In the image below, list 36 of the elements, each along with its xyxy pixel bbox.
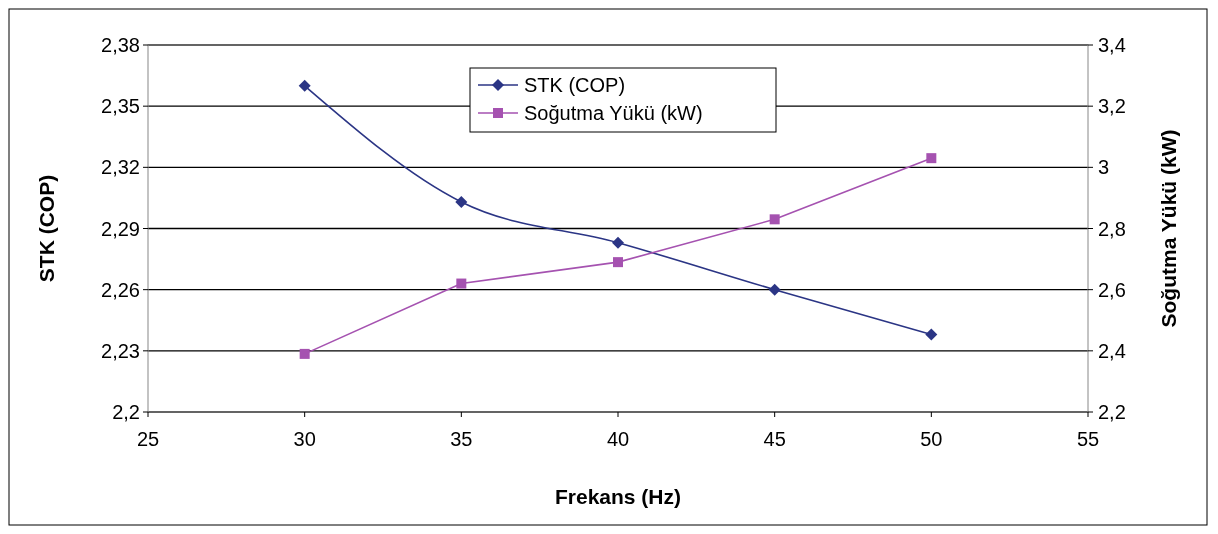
y2-tick-label: 3 [1098, 156, 1110, 179]
x-tick-label: 25 [136, 428, 160, 450]
point [298, 79, 311, 92]
y2-tick-label: 2,8 [1098, 217, 1126, 240]
y2-tick-label: 3,2 [1098, 95, 1126, 118]
y-tick-label: 2,23 [101, 339, 140, 362]
x-tick-label: 45 [763, 428, 786, 450]
y-tick-label: 2,29 [101, 217, 140, 240]
y2-tick-label: 2,4 [1098, 339, 1126, 362]
y-tick-label: 2,38 [101, 34, 140, 56]
point [613, 257, 623, 268]
y-axis-title: STK (COP) [35, 174, 58, 283]
point [455, 195, 468, 208]
point [769, 214, 780, 225]
point [768, 283, 781, 296]
legend-label: Soğutma Yükü (kW) [524, 102, 703, 124]
x-tick-label: 55 [1076, 428, 1100, 450]
y2-axis-title: Soğutma Yükü (kW) [1157, 129, 1180, 328]
y2-tick-label: 2,6 [1098, 278, 1126, 301]
point [612, 236, 624, 249]
y2-tick-label: 3,4 [1098, 34, 1126, 56]
point [925, 328, 938, 341]
y-tick-label: 2,2 [112, 401, 140, 423]
point [456, 278, 467, 289]
point [299, 348, 310, 359]
x-tick-label: 30 [293, 428, 316, 450]
y-tick-label: 2,32 [101, 156, 140, 179]
x-axis-title: Frekans (Hz) [554, 485, 682, 508]
x-tick-label: 50 [920, 428, 943, 450]
x-tick-label: 40 [606, 428, 630, 450]
y-tick-label: 2,35 [101, 95, 140, 118]
legend-label: STK (COP) [524, 74, 626, 96]
point [926, 153, 937, 164]
x-tick-label: 35 [450, 428, 473, 450]
y-tick-label: 2,26 [101, 278, 140, 301]
y2-tick-label: 2,2 [1098, 401, 1126, 423]
